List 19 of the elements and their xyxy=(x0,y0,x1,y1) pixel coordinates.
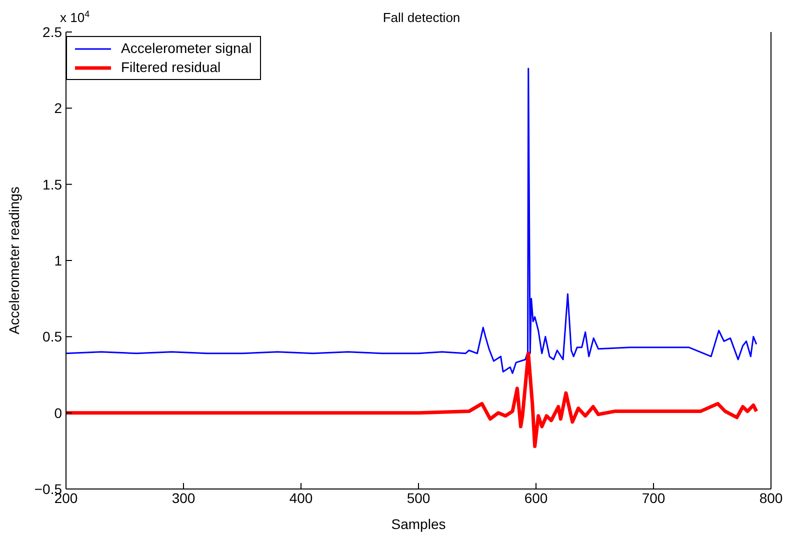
legend-label: Filtered residual xyxy=(121,58,221,77)
x-tick-label: 400 xyxy=(289,490,313,506)
y-tick-label: 2.5 xyxy=(42,24,62,40)
y-axis-title: Accelerometer readings xyxy=(6,186,22,334)
y-tick-label: 0 xyxy=(54,404,62,421)
x-tick-label: 300 xyxy=(172,490,196,506)
y-tick-label: 0.5 xyxy=(42,328,62,345)
x-tick-label: 700 xyxy=(642,490,666,506)
x-axis-title: Samples xyxy=(391,516,446,532)
x-tick-label: 500 xyxy=(406,490,430,506)
text: x 10$^{4}$ xyxy=(60,9,90,25)
y-tick-label: 1.5 xyxy=(42,176,62,192)
chart-title: Fall detection xyxy=(382,10,460,25)
y-tick-label: 1 xyxy=(54,252,62,268)
line-series xyxy=(66,352,758,448)
x-tick-label: 600 xyxy=(524,490,548,506)
legend-label: Accelerometer signal xyxy=(121,39,252,58)
y-tick-label: 2 xyxy=(54,100,62,116)
x-tick-label: 800 xyxy=(759,490,783,506)
